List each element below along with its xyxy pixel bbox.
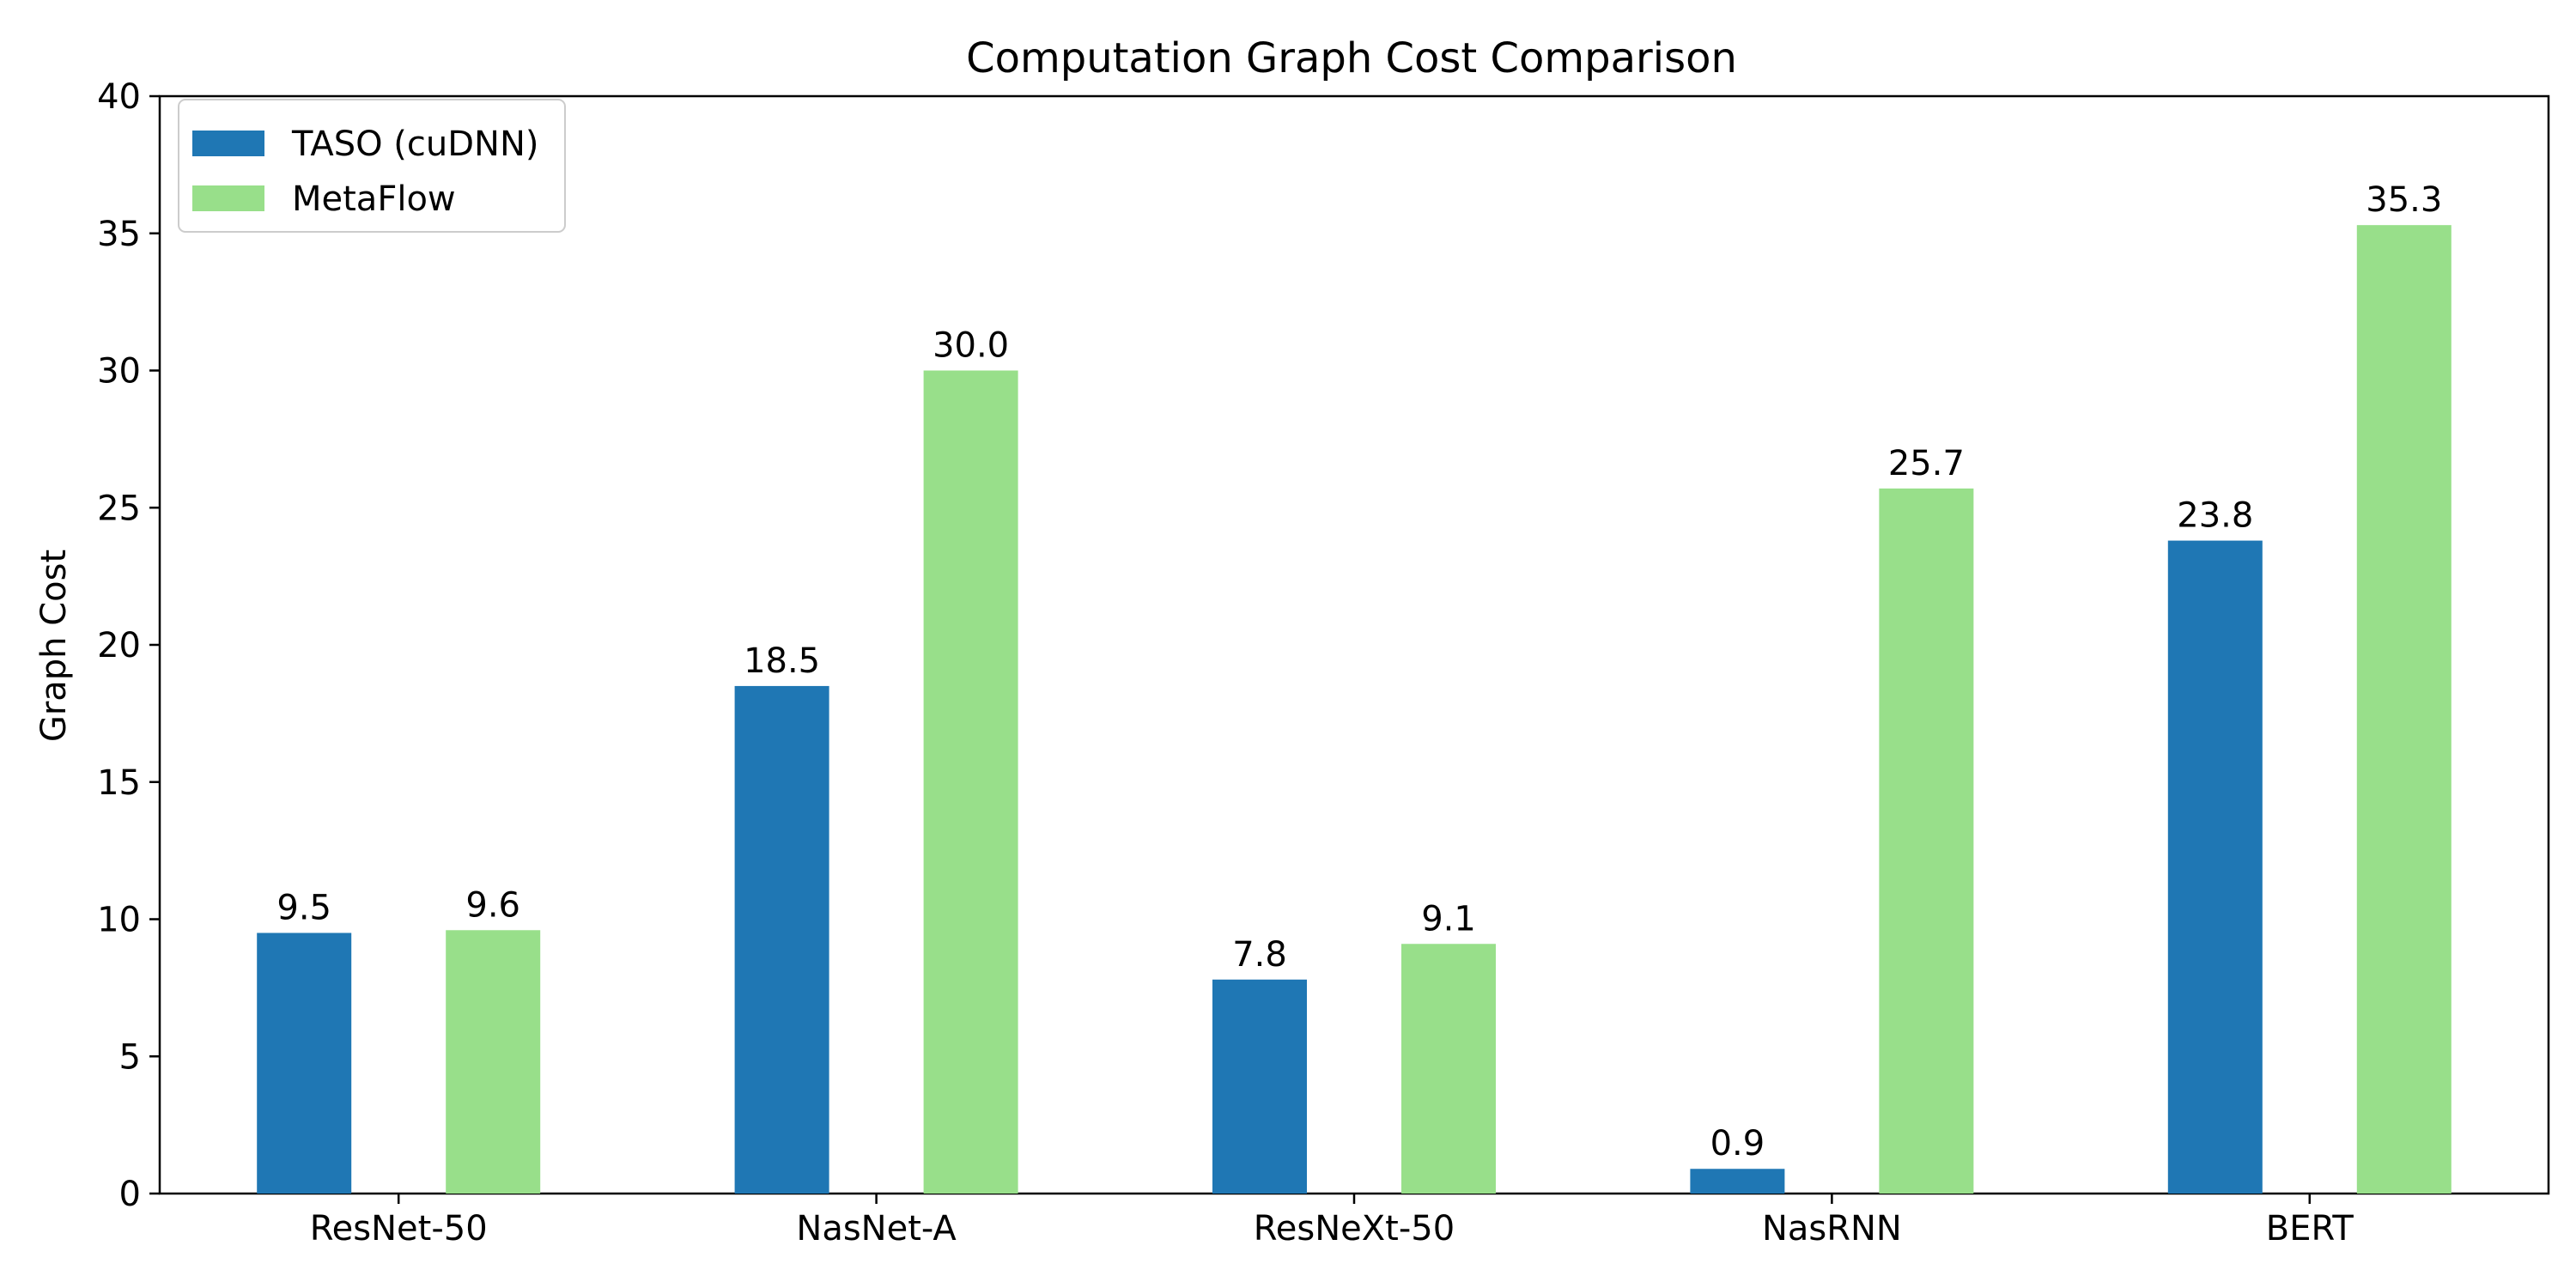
bar-value-label: 7.8: [1232, 935, 1287, 975]
bar-metaflow-nasnet-a: [923, 370, 1018, 1194]
y-tick-label: 10: [97, 901, 141, 940]
x-tick-label-resnext-50: ResNeXt-50: [1254, 1209, 1455, 1249]
bar-taso-cudnn-resnext-50: [1212, 979, 1307, 1194]
y-tick-label: 40: [97, 77, 141, 117]
bar-value-label: 9.5: [276, 888, 331, 927]
bar-value-label: 23.8: [2177, 496, 2253, 536]
bar-taso-cudnn-nasrnn: [1690, 1169, 1785, 1194]
legend-swatch-metaflow: [192, 185, 264, 211]
bar-value-labels: 9.5 18.5 7.8 0.9 23.8 9.6 30.0 9.1 25.7 35.3: [276, 180, 2442, 1163]
legend-label-taso: TASO (cuDNN): [291, 125, 538, 164]
y-tick-label: 15: [97, 763, 141, 803]
y-axis-ticks: 0 5 10 15 20 25 30 35 40: [97, 77, 160, 1214]
bar-metaflow-resnet-50: [446, 930, 541, 1194]
legend-label-metaflow: MetaFlow: [292, 179, 456, 219]
y-tick-label: 20: [97, 626, 141, 665]
y-tick-label: 25: [97, 489, 141, 528]
bar-metaflow-resnext-50: [1401, 944, 1496, 1194]
x-axis-ticks: ResNet-50 NasNet-A ResNeXt-50 NasRNN BERT: [310, 1194, 2354, 1249]
x-tick-label-bert: BERT: [2266, 1209, 2354, 1249]
bar-value-label: 9.6: [465, 885, 520, 925]
y-tick-label: 30: [97, 352, 141, 392]
bar-taso-cudnn-nasnet-a: [734, 685, 829, 1194]
bar-metaflow-nasrnn: [1879, 488, 1974, 1194]
x-tick-label-nasrnn: NasRNN: [1762, 1209, 1902, 1249]
bar-value-label: 0.9: [1710, 1124, 1765, 1163]
chart-title: Computation Graph Cost Comparison: [966, 34, 1737, 82]
x-tick-label-nasnet-a: NasNet-A: [796, 1209, 957, 1249]
y-tick-label: 35: [97, 215, 141, 254]
x-tick-label-resnet-50: ResNet-50: [310, 1209, 488, 1249]
y-tick-label: 0: [119, 1175, 141, 1214]
bars-group: [257, 225, 2451, 1194]
y-axis-label: Graph Cost: [34, 550, 74, 742]
bar-value-label: 30.0: [933, 326, 1009, 366]
bar-value-label: 25.7: [1888, 444, 1965, 483]
legend: TASO (cuDNN) MetaFlow: [178, 99, 566, 233]
bar-value-label: 18.5: [744, 641, 820, 681]
legend-frame: [178, 99, 566, 233]
bar-taso-cudnn-bert: [2167, 540, 2263, 1194]
bar-taso-cudnn-resnet-50: [257, 933, 352, 1194]
y-tick-label: 5: [119, 1037, 141, 1077]
bar-value-label: 9.1: [1421, 899, 1476, 939]
bar-metaflow-bert: [2356, 225, 2451, 1194]
bar-value-label: 35.3: [2366, 180, 2442, 220]
legend-swatch-taso: [192, 131, 264, 156]
